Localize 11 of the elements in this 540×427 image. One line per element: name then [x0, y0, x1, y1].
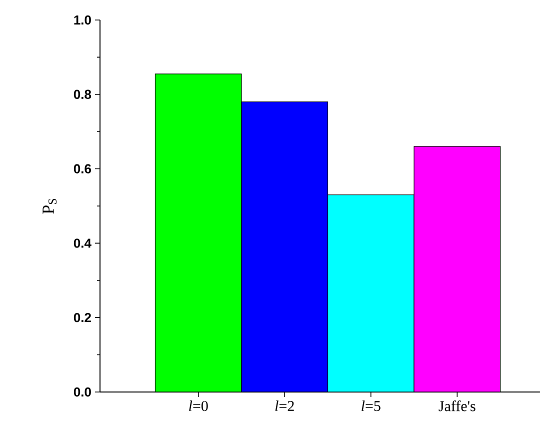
y-tick-label: 0.0: [74, 387, 91, 397]
x-tick-label: l=2: [275, 400, 294, 411]
y-tick-label: 0.6: [74, 164, 92, 174]
y-tick-label: 0.4: [74, 238, 92, 248]
x-tick-label: l=0: [189, 400, 208, 412]
x-tick-label: Jaffe's: [438, 400, 476, 412]
y-tick-label: 0.8: [74, 90, 92, 99]
y-tick-label: 0.2: [74, 312, 91, 322]
y-axis-title: P$_{S}$: [42, 198, 57, 214]
x-tick-label: l=5: [362, 400, 380, 412]
y-tick-label: 1.0: [74, 15, 91, 25]
